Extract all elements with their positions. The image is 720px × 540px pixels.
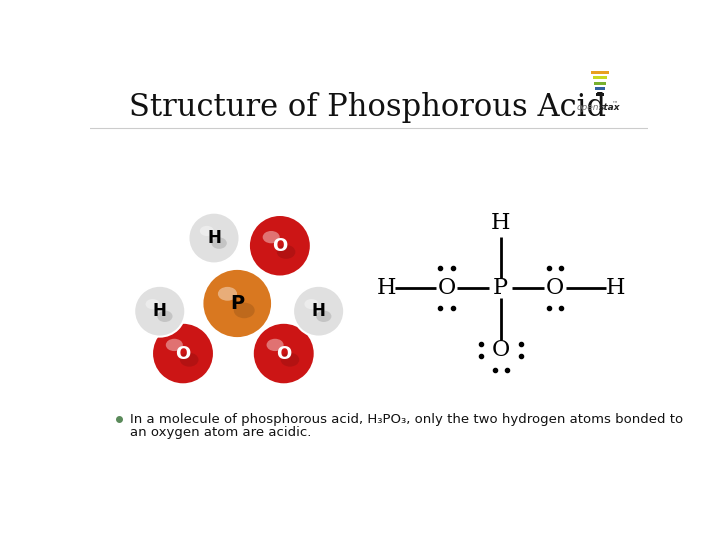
Text: stax: stax — [599, 103, 621, 112]
Circle shape — [189, 213, 240, 264]
Circle shape — [249, 215, 311, 276]
Text: O: O — [546, 277, 564, 299]
Circle shape — [293, 286, 344, 336]
Bar — [593, 76, 607, 79]
Text: H: H — [491, 212, 510, 234]
Ellipse shape — [145, 299, 160, 309]
Ellipse shape — [276, 245, 295, 259]
Circle shape — [134, 286, 185, 336]
Text: open: open — [577, 103, 599, 112]
Ellipse shape — [212, 238, 227, 249]
Text: H: H — [312, 302, 325, 320]
Text: P: P — [230, 294, 244, 313]
Text: H: H — [606, 277, 625, 299]
Bar — [596, 92, 604, 96]
Text: O: O — [276, 345, 292, 362]
Text: Structure of Phosphorous Acid: Structure of Phosphorous Acid — [129, 92, 606, 123]
Circle shape — [253, 323, 315, 384]
Ellipse shape — [316, 310, 331, 322]
Ellipse shape — [200, 226, 214, 236]
Text: H: H — [377, 277, 396, 299]
Text: O: O — [437, 277, 456, 299]
Text: an oxygen atom are acidic.: an oxygen atom are acidic. — [130, 427, 312, 440]
Ellipse shape — [281, 353, 300, 367]
Text: O: O — [176, 345, 191, 362]
Ellipse shape — [234, 302, 255, 318]
Circle shape — [202, 269, 272, 338]
Ellipse shape — [218, 287, 237, 301]
Bar — [594, 82, 606, 85]
Ellipse shape — [166, 339, 183, 351]
Ellipse shape — [180, 353, 199, 367]
Ellipse shape — [305, 299, 318, 309]
Text: O: O — [272, 237, 287, 255]
Text: H: H — [153, 302, 167, 320]
Ellipse shape — [157, 310, 173, 322]
Ellipse shape — [266, 339, 284, 351]
Ellipse shape — [263, 231, 280, 244]
Text: O: O — [492, 339, 510, 361]
Text: In a molecule of phosphorous acid, H₃PO₃, only the two hydrogen atoms bonded to: In a molecule of phosphorous acid, H₃PO₃… — [130, 413, 683, 426]
Text: P: P — [493, 277, 508, 299]
Circle shape — [152, 323, 214, 384]
Text: ™: ™ — [611, 102, 618, 107]
Text: H: H — [207, 229, 221, 247]
Bar — [591, 71, 609, 74]
Bar — [595, 87, 605, 90]
